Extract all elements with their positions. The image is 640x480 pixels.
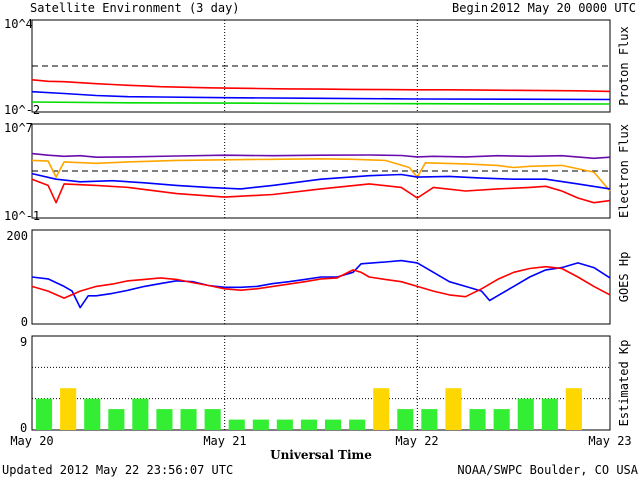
proton-series [31, 65, 611, 105]
proton-ytick-top: 10^4 [4, 17, 33, 31]
kp-bar [421, 409, 438, 430]
kp-ytick-top: 9 [20, 335, 27, 349]
proton-ytick-bottom: 10^-2 [4, 103, 40, 117]
kp-bar [517, 398, 534, 430]
hp-ylabel: GOES Hp [617, 252, 631, 303]
kp-bar [349, 419, 366, 430]
hp-ytick-bottom: 0 [21, 315, 28, 329]
hp-series-red [31, 265, 611, 299]
kp-bar [84, 398, 101, 430]
xtick-may23: May 23 [588, 434, 631, 448]
kp-bar [541, 398, 558, 430]
proton-series-green [31, 101, 611, 105]
electron-series [31, 152, 611, 204]
kp-bar [108, 409, 125, 430]
kp-bar [132, 398, 149, 430]
credit-text: NOAA/SWPC Boulder, CO USA [457, 463, 638, 477]
proton-series-blue [31, 90, 611, 101]
kp-bar [325, 419, 342, 430]
updated-timestamp: Updated 2012 May 22 23:56:07 UTC [2, 463, 233, 477]
kp-bar [228, 419, 245, 430]
kp-bar [300, 419, 317, 430]
proton-series-red [31, 79, 611, 93]
proton-ylabel: Proton Flux [617, 26, 631, 105]
kp-bar [565, 388, 582, 430]
electron-ylabel: Electron Flux [617, 124, 631, 218]
kp-bar [156, 409, 173, 430]
kp-bar [180, 409, 197, 430]
xtick-may22: May 22 [395, 434, 438, 448]
xtick-may21: May 21 [203, 434, 246, 448]
kp-bar [469, 409, 486, 430]
kp-bar [373, 388, 390, 430]
kp-bar [276, 419, 293, 430]
hp-ytick-top: 200 [6, 229, 28, 243]
hp-series-blue [31, 259, 611, 309]
kp-bar [445, 388, 462, 430]
kp-bar [36, 398, 53, 430]
kp-bar [397, 409, 414, 430]
day-separators [224, 20, 418, 430]
kp-ylabel: Estimated Kp [617, 340, 631, 427]
electron-series-blue [31, 172, 611, 190]
kp-bar [204, 409, 221, 430]
xtick-may20: May 20 [10, 434, 53, 448]
electron-ytick-bottom: 10^-1 [4, 209, 40, 223]
begin-value: 2012 May 20 0000 UTC [492, 1, 637, 15]
kp-bar [493, 409, 510, 430]
electron-ytick-top: 10^7 [4, 121, 33, 135]
kp-bars [32, 366, 610, 430]
xaxis-title: Universal Time [270, 448, 372, 462]
kp-bar [252, 419, 269, 430]
hp-series [31, 259, 611, 309]
begin-label: Begin: [452, 1, 495, 15]
electron-series-orange [31, 158, 611, 192]
chart-title: Satellite Environment (3 day) [30, 1, 240, 15]
electron-series-red [31, 178, 611, 204]
kp-ytick-bottom: 0 [20, 421, 27, 435]
electron-series-purple [31, 152, 611, 160]
kp-bar [60, 388, 77, 430]
kp-panel-frame [31, 335, 611, 431]
